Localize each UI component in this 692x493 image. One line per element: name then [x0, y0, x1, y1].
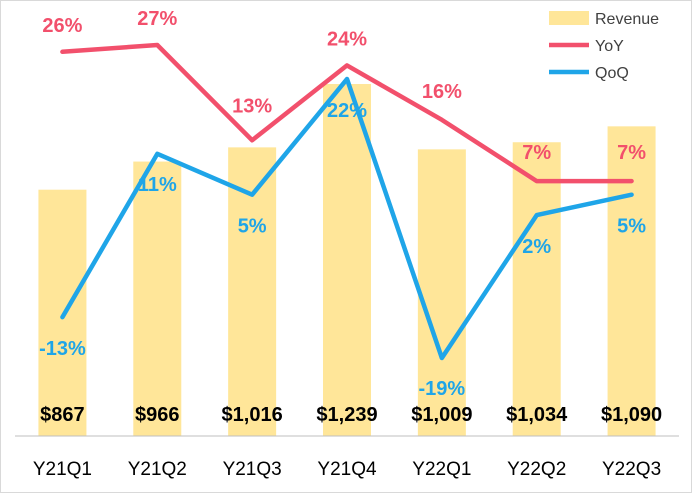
qoq-label-y21q1: -13% — [39, 338, 86, 360]
yoy-label-y21q2: 27% — [137, 8, 177, 30]
qoq-label-y21q4: 22% — [327, 100, 367, 122]
yoy-label-y21q1: 26% — [42, 15, 82, 37]
legend-label-qoq: QoQ — [595, 65, 629, 82]
yoy-label-y21q4: 24% — [327, 28, 367, 50]
qoq-line — [60, 76, 634, 361]
qoq-label-y21q3: 5% — [238, 216, 267, 238]
revenue-bar-y22q1 — [417, 149, 466, 436]
data-labels: $867 $966 $1,016 $1,239 $1,009 $1,034 $1,090 26… — [39, 8, 662, 426]
yoy-label-y21q3: 13% — [232, 95, 272, 117]
category-label-y21q3: Y21Q3 — [223, 459, 282, 480]
revenue-bars — [38, 84, 656, 437]
legend: Revenue YoY QoQ — [549, 11, 659, 82]
qoq-label-y22q2: 2% — [522, 236, 551, 258]
revenue-label-y21q1: $867 — [40, 404, 85, 426]
yoy-label-y22q1: 16% — [422, 81, 462, 103]
revenue-bar-y21q3 — [228, 147, 277, 436]
revenue-bar-y21q2 — [133, 161, 182, 436]
category-label-y22q1: Y22Q1 — [412, 459, 471, 480]
revenue-label-y22q3: $1,090 — [601, 404, 662, 426]
legend-label-yoy: YoY — [595, 38, 624, 55]
revenue-label-y22q1: $1,009 — [411, 404, 472, 426]
revenue-label-y21q3: $1,016 — [222, 404, 283, 426]
qoq-label-y22q1: -19% — [419, 378, 466, 400]
category-label-y22q2: Y22Q2 — [507, 459, 566, 480]
yoy-label-y22q2: 7% — [522, 142, 551, 164]
qoq-label-y22q3: 5% — [617, 216, 646, 238]
category-labels: Y21Q1 Y21Q2 Y21Q3 Y21Q4 Y22Q1 Y22Q2 Y22Q3 — [33, 459, 661, 480]
revenue-label-y21q2: $966 — [135, 404, 180, 426]
growth-lines — [60, 42, 634, 361]
revenue-label-y22q2: $1,034 — [506, 404, 568, 426]
yoy-line — [60, 42, 634, 184]
legend-swatch-revenue — [549, 11, 589, 25]
legend-label-revenue: Revenue — [595, 11, 659, 28]
revenue-label-y21q4: $1,239 — [316, 404, 377, 426]
category-label-y21q4: Y21Q4 — [317, 459, 377, 480]
revenue-bar-y22q2 — [512, 142, 561, 436]
qoq-label-y21q2: 11% — [138, 174, 177, 196]
revenue-bar-y22q3 — [607, 126, 656, 436]
category-label-y21q1: Y21Q1 — [33, 459, 92, 480]
yoy-label-y22q3: 7% — [617, 142, 646, 164]
category-label-y21q2: Y21Q2 — [128, 459, 187, 480]
category-label-y22q3: Y22Q3 — [602, 459, 661, 480]
revenue-bar-y21q4 — [323, 84, 371, 437]
